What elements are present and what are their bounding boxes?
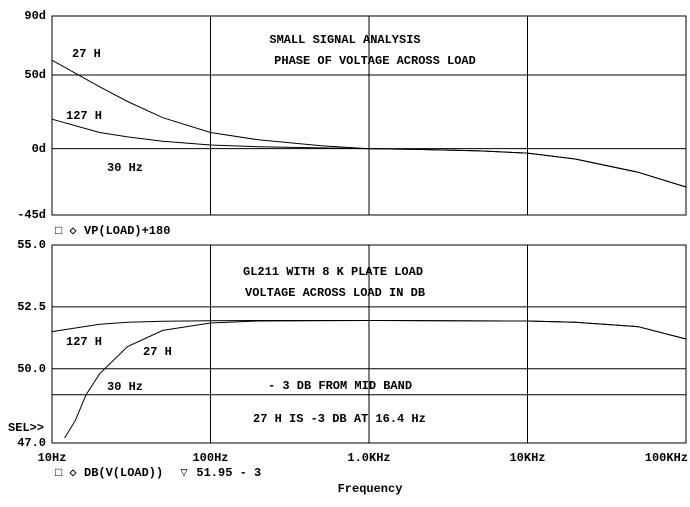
annotation: PHASE OF VOLTAGE ACROSS LOAD xyxy=(274,54,476,68)
annotation: SMALL SIGNAL ANALYSIS xyxy=(269,33,420,47)
legend-symbol: ▽ xyxy=(180,466,188,480)
y-tick-label: 52.5 xyxy=(17,300,46,314)
trace xyxy=(51,320,687,340)
legend-entry: DB(V(LOAD)) xyxy=(84,466,163,480)
legend-symbol: □ ◇ xyxy=(55,466,77,480)
y-tick-label: -45d xyxy=(17,208,46,222)
annotation: 30 Hz xyxy=(107,161,143,175)
y-tick-label: 47.0 xyxy=(17,436,46,450)
trace-label: 127 H xyxy=(66,109,102,123)
y-tick-label: 90d xyxy=(24,9,46,23)
x-axis-label: Frequency xyxy=(338,482,403,496)
y-tick-label: 50.0 xyxy=(17,362,46,376)
annotation: SEL>> xyxy=(8,421,44,435)
annotation: - 3 DB FROM MID BAND xyxy=(268,379,412,393)
trace-label: 127 H xyxy=(66,335,102,349)
annotation: 27 H IS -3 DB AT 16.4 Hz xyxy=(253,412,426,426)
y-tick-label: 55.0 xyxy=(17,238,46,252)
x-tick-label: 1.0KHz xyxy=(347,451,390,465)
annotation: VOLTAGE ACROSS LOAD IN DB xyxy=(245,286,425,300)
y-tick-label: 50d xyxy=(24,68,46,82)
trace-label: 27 H xyxy=(72,47,101,61)
y-tick-label: 0d xyxy=(32,142,46,156)
plot-frame xyxy=(51,244,687,444)
x-tick-label: 100KHz xyxy=(645,451,688,465)
legend-symbol: □ ◇ xyxy=(55,224,77,238)
x-tick-label: 10Hz xyxy=(38,451,67,465)
legend-entry: 51.95 - 3 xyxy=(196,466,261,480)
annotation: 30 Hz xyxy=(107,380,143,394)
legend-entry: VP(LOAD)+180 xyxy=(84,224,170,238)
x-tick-label: 100Hz xyxy=(192,451,228,465)
trace xyxy=(51,118,687,188)
plot-frame xyxy=(51,15,687,216)
trace-label: 27 H xyxy=(143,345,172,359)
x-tick-label: 10KHz xyxy=(509,451,545,465)
annotation: GL211 WITH 8 K PLATE LOAD xyxy=(243,265,423,279)
